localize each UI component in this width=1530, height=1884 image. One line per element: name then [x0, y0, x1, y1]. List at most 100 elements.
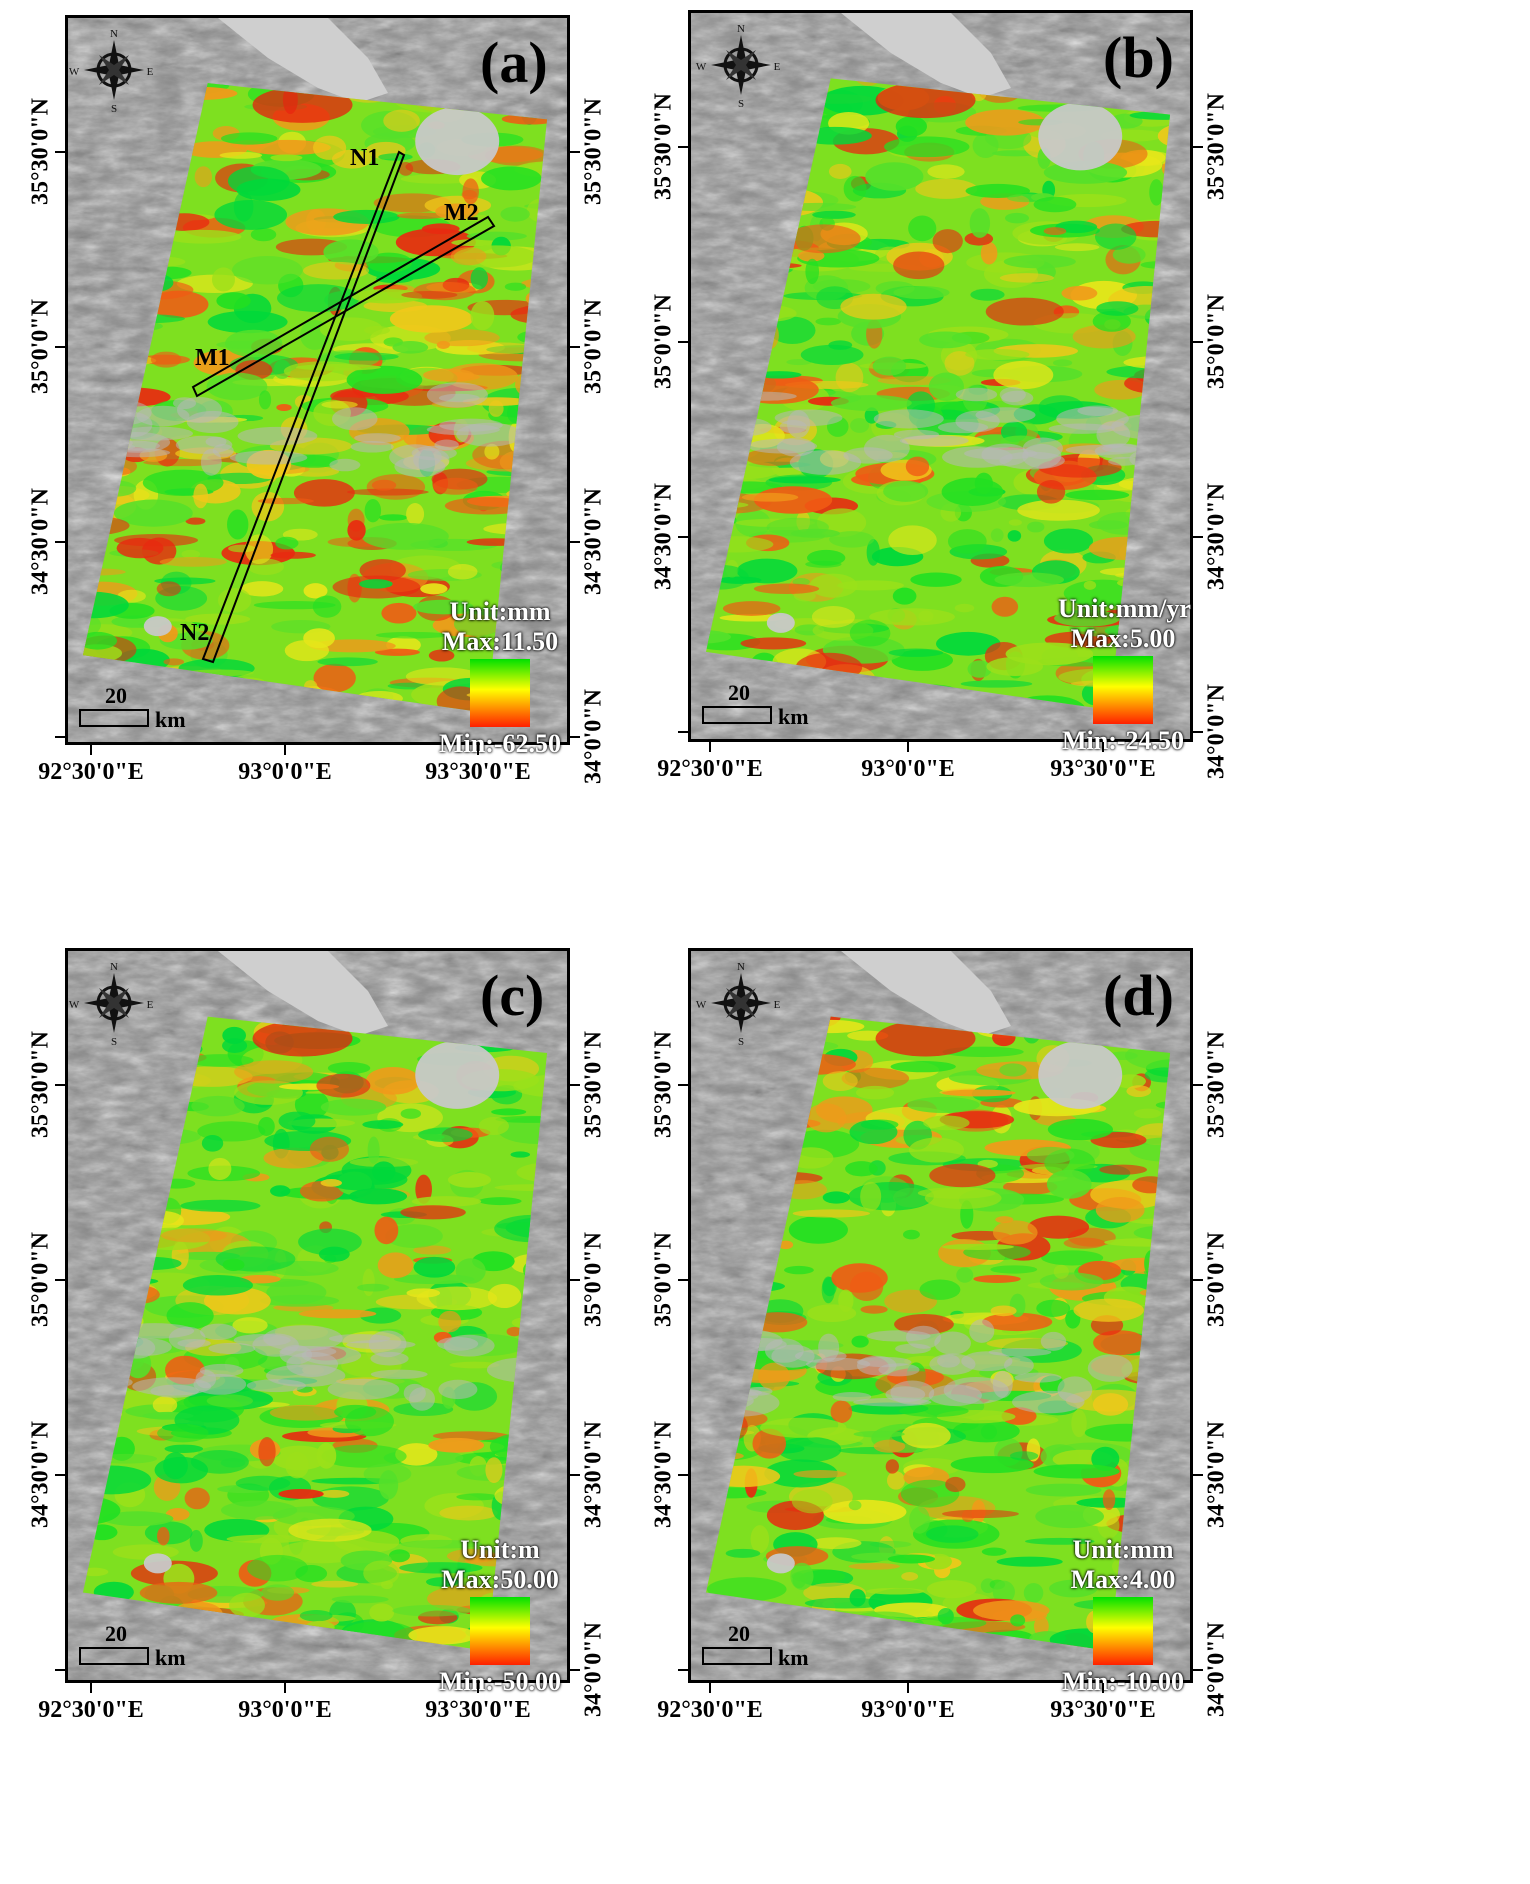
color-legend: Unit:m Max:50.00 Min:-50.00 — [435, 1535, 565, 1697]
lon-tick — [907, 742, 909, 752]
scale-unit: km — [778, 704, 809, 729]
lon-label: 93°30'0"E — [425, 759, 531, 785]
profile-label-n2: N2 — [180, 620, 209, 646]
lon-tick — [1102, 1683, 1104, 1693]
compass-s: S — [111, 103, 117, 115]
map-canvas: N1 N2 M1 M2 N S E W — [68, 18, 567, 742]
scale-bar: 20 km — [79, 683, 199, 733]
lat-label-right: 34°0'0"N — [1203, 684, 1230, 779]
lat-label-right: 35°30'0"N — [1203, 1031, 1230, 1138]
lat-tick-left — [55, 736, 65, 738]
lon-tick — [90, 745, 92, 755]
scale-unit: km — [155, 1645, 186, 1670]
compass-e: E — [774, 999, 781, 1011]
north-arrow-icon: N S E W — [696, 23, 781, 110]
lat-tick-left — [55, 541, 65, 543]
lat-tick-left — [678, 1474, 688, 1476]
lon-label: 92°30'0"E — [657, 756, 763, 782]
compass-w: W — [69, 999, 80, 1011]
scale-value: 20 — [105, 683, 127, 708]
lat-label-left: 34°30'0"N — [27, 488, 54, 595]
legend-min: Min:-62.50 — [438, 729, 562, 758]
profile-m1-m2 — [191, 215, 496, 398]
lon-tick — [709, 1683, 711, 1693]
lon-label: 93°30'0"E — [1050, 756, 1156, 782]
compass-w: W — [696, 61, 707, 73]
compass-s: S — [738, 98, 744, 110]
lat-tick-left — [678, 536, 688, 538]
legend-max: Max:50.00 — [441, 1565, 559, 1594]
lat-tick-right — [1193, 1084, 1203, 1086]
map-frame: N1 N2 M1 M2 N S E W — [65, 15, 570, 745]
lat-tick-right — [1193, 341, 1203, 343]
profile-label-n1: N1 — [350, 145, 379, 171]
north-arrow-icon: N S E W — [69, 961, 154, 1048]
legend-unit: Unit:mm — [449, 597, 551, 626]
scale-bar: 20 km — [79, 1621, 199, 1671]
lat-tick-left — [678, 1669, 688, 1671]
legend-min: Min:-50.00 — [438, 1667, 562, 1696]
lat-label-right: 34°30'0"N — [580, 1421, 607, 1528]
scale-unit: km — [778, 1645, 809, 1670]
lat-tick-right — [1193, 1669, 1203, 1671]
map-frame: N S E W — [688, 948, 1193, 1683]
lake-area — [841, 951, 1011, 1036]
lon-tick — [284, 1683, 286, 1693]
scale-box — [79, 1647, 149, 1665]
legend-color-ramp — [1093, 1597, 1153, 1665]
lat-tick-left — [678, 1084, 688, 1086]
lat-tick-left — [55, 1669, 65, 1671]
legend-min: Min:-10.00 — [1061, 1667, 1185, 1696]
lat-tick-left — [55, 1279, 65, 1281]
lat-label-left: 34°30'0"N — [650, 483, 677, 590]
lat-label-right: 35°0'0"N — [580, 1232, 607, 1327]
scale-bar: 20 km — [702, 1621, 822, 1671]
lat-label-right: 34°0'0"N — [580, 689, 607, 784]
lake-area — [841, 13, 1011, 98]
lat-label-left: 35°30'0"N — [27, 1031, 54, 1138]
map-frame: N S E W — [65, 948, 570, 1683]
compass-e: E — [147, 66, 154, 78]
lat-tick-left — [678, 341, 688, 343]
lat-tick-right — [1193, 536, 1203, 538]
lat-tick-right — [570, 346, 580, 348]
lat-tick-right — [570, 1669, 580, 1671]
compass-e: E — [774, 61, 781, 73]
legend-color-ramp — [1093, 656, 1153, 724]
lat-tick-left — [678, 1279, 688, 1281]
lon-tick — [709, 742, 711, 752]
panel-label: (d) — [1103, 963, 1174, 1028]
legend-unit: Unit:mm/yr — [1058, 594, 1191, 623]
north-arrow-icon: N S E W — [696, 961, 781, 1048]
scale-bar: 20 km — [702, 680, 822, 730]
profile-label-m1: M1 — [195, 345, 230, 371]
scale-box — [79, 709, 149, 727]
scale-value: 20 — [105, 1621, 127, 1646]
map-canvas: N S E W — [691, 951, 1190, 1680]
lat-tick-right — [570, 1084, 580, 1086]
lat-label-left: 35°0'0"N — [27, 299, 54, 394]
lon-label: 93°0'0"E — [238, 1697, 332, 1723]
scale-box — [702, 1647, 772, 1665]
lat-label-left: 35°0'0"N — [27, 1232, 54, 1327]
lat-tick-left — [55, 346, 65, 348]
legend-min: Min:-24.50 — [1061, 726, 1185, 755]
lat-label-right: 34°0'0"N — [1203, 1622, 1230, 1717]
panel-label: (c) — [480, 963, 545, 1028]
lat-tick-right — [570, 151, 580, 153]
compass-n: N — [110, 28, 118, 40]
compass-n: N — [737, 961, 745, 973]
map-canvas: N S E W — [691, 13, 1190, 739]
lake-area — [218, 18, 388, 103]
lon-label: 92°30'0"E — [38, 1697, 144, 1723]
lat-tick-left — [55, 151, 65, 153]
legend-max: Max:4.00 — [1070, 1565, 1176, 1594]
lat-label-left: 35°30'0"N — [650, 93, 677, 200]
legend-max: Max:11.50 — [441, 627, 559, 656]
lon-label: 92°30'0"E — [657, 1697, 763, 1723]
north-arrow-icon: N S E W — [69, 28, 154, 115]
lat-label-right: 34°0'0"N — [580, 1622, 607, 1717]
compass-w: W — [69, 66, 80, 78]
map-frame: N S E W — [688, 10, 1193, 742]
scale-unit: km — [155, 707, 186, 732]
